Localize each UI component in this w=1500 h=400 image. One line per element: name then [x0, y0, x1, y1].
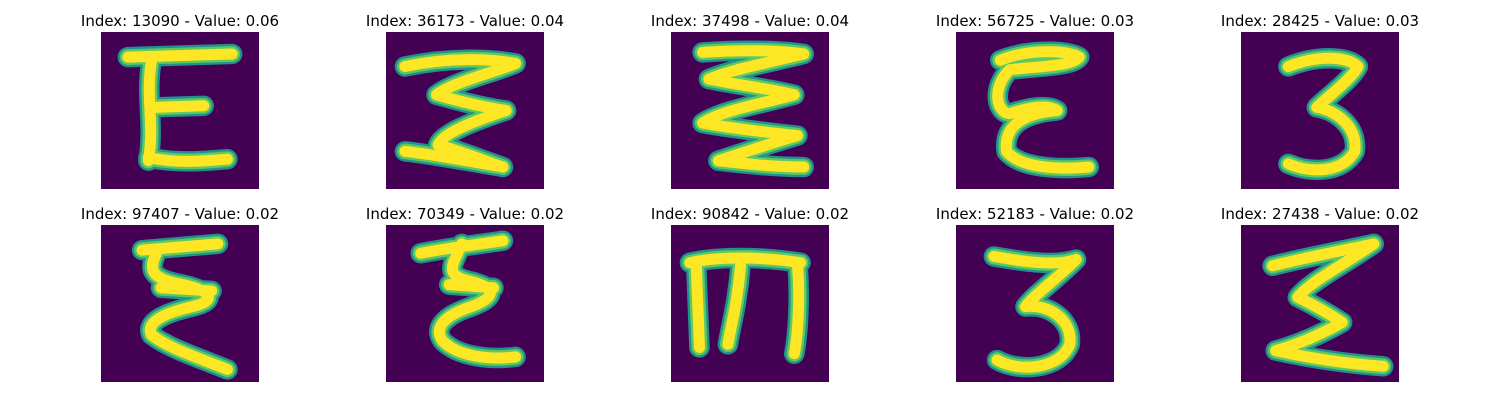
stroke-core — [992, 46, 1095, 174]
sample-caption: Index: 36173 - Value: 0.04 — [365, 12, 565, 30]
stroke-core — [697, 45, 810, 173]
sample-caption: Index: 90842 - Value: 0.02 — [650, 205, 850, 223]
handwritten-glyph-image — [956, 225, 1114, 382]
sample-cell: Index: 97407 - Value: 0.02 — [60, 203, 300, 383]
stroke-core — [399, 54, 522, 173]
sample-cell: Index: 27438 - Value: 0.02 — [1200, 203, 1440, 383]
sample-caption: Index: 70349 - Value: 0.02 — [365, 205, 565, 223]
sample-cell: Index: 36173 - Value: 0.04 — [345, 10, 585, 190]
handwritten-glyph-image — [101, 225, 259, 382]
handwritten-glyph-image — [1241, 225, 1399, 382]
sample-caption: Index: 13090 - Value: 0.06 — [80, 12, 280, 30]
handwritten-glyph-image — [386, 225, 544, 382]
sample-caption: Index: 56725 - Value: 0.03 — [935, 12, 1135, 30]
sample-cell: Index: 56725 - Value: 0.03 — [915, 10, 1155, 190]
stroke-core — [415, 235, 522, 364]
sample-cell: Index: 90842 - Value: 0.02 — [630, 203, 870, 383]
sample-cell: Index: 37498 - Value: 0.04 — [630, 10, 870, 190]
sample-cell: Index: 70349 - Value: 0.02 — [345, 203, 585, 383]
handwritten-glyph-image — [101, 32, 259, 189]
handwritten-glyph-image — [956, 32, 1114, 189]
sample-caption: Index: 37498 - Value: 0.04 — [650, 12, 850, 30]
sample-caption: Index: 28425 - Value: 0.03 — [1220, 12, 1420, 30]
sample-cell: Index: 52183 - Value: 0.02 — [915, 203, 1155, 383]
sample-caption: Index: 27438 - Value: 0.02 — [1220, 205, 1420, 223]
sample-caption: Index: 97407 - Value: 0.02 — [80, 205, 280, 223]
sample-cell: Index: 28425 - Value: 0.03 — [1200, 10, 1440, 190]
stroke-core — [1282, 52, 1364, 176]
stroke-core — [1267, 238, 1389, 372]
handwritten-glyph-image — [1241, 32, 1399, 189]
stroke-core — [988, 250, 1082, 373]
stroke-core — [136, 238, 233, 375]
handwritten-glyph-image — [386, 32, 544, 189]
stroke-core — [122, 48, 238, 167]
stroke-core — [684, 252, 807, 360]
sample-cell: Index: 13090 - Value: 0.06 — [60, 10, 300, 190]
sample-caption: Index: 52183 - Value: 0.02 — [935, 205, 1135, 223]
handwritten-glyph-image — [671, 32, 829, 189]
handwritten-glyph-image — [671, 225, 829, 382]
